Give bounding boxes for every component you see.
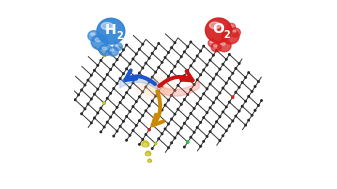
Ellipse shape <box>230 28 240 37</box>
Circle shape <box>186 140 189 144</box>
Ellipse shape <box>135 77 177 99</box>
Text: H: H <box>105 23 117 37</box>
Circle shape <box>102 101 106 105</box>
Ellipse shape <box>102 47 106 50</box>
Circle shape <box>102 54 106 57</box>
Ellipse shape <box>151 85 161 91</box>
Ellipse shape <box>91 33 95 36</box>
Ellipse shape <box>217 40 231 52</box>
Ellipse shape <box>210 22 220 29</box>
Ellipse shape <box>114 43 122 50</box>
Ellipse shape <box>214 45 217 47</box>
Ellipse shape <box>116 44 119 46</box>
Ellipse shape <box>97 18 125 44</box>
Text: 2: 2 <box>223 30 230 40</box>
Ellipse shape <box>229 25 232 27</box>
Circle shape <box>231 95 235 99</box>
Ellipse shape <box>91 35 108 50</box>
Ellipse shape <box>99 44 112 56</box>
Polygon shape <box>149 160 150 162</box>
Ellipse shape <box>226 32 232 36</box>
Ellipse shape <box>208 39 217 47</box>
Ellipse shape <box>101 22 113 29</box>
Ellipse shape <box>97 19 124 44</box>
Text: 2: 2 <box>116 31 123 41</box>
Text: O: O <box>213 22 224 36</box>
Ellipse shape <box>111 49 114 51</box>
Ellipse shape <box>221 42 225 45</box>
Polygon shape <box>142 141 149 147</box>
Circle shape <box>154 142 157 145</box>
Polygon shape <box>148 159 151 162</box>
Ellipse shape <box>108 47 118 56</box>
Polygon shape <box>146 151 151 156</box>
Ellipse shape <box>221 29 239 44</box>
Ellipse shape <box>95 38 101 42</box>
Ellipse shape <box>227 23 236 30</box>
Polygon shape <box>143 143 147 146</box>
Polygon shape <box>147 153 149 155</box>
Ellipse shape <box>211 43 221 52</box>
Ellipse shape <box>206 18 232 42</box>
Ellipse shape <box>233 30 236 32</box>
Ellipse shape <box>210 41 213 43</box>
Ellipse shape <box>141 80 171 96</box>
Circle shape <box>148 128 151 131</box>
Ellipse shape <box>147 83 166 93</box>
Ellipse shape <box>88 31 100 41</box>
Ellipse shape <box>206 18 232 43</box>
